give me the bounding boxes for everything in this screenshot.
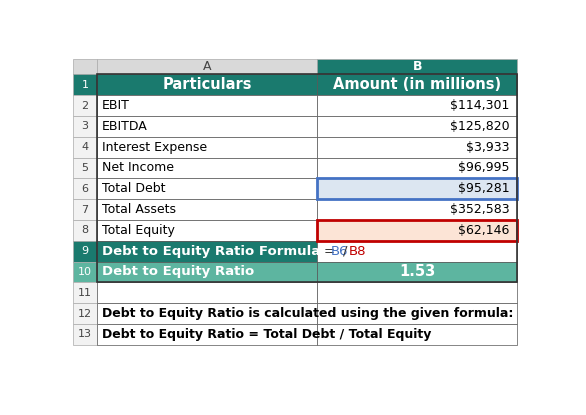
Bar <box>318 199 517 220</box>
Text: $114,301: $114,301 <box>450 99 510 112</box>
Text: B6: B6 <box>331 245 348 258</box>
Bar <box>318 261 517 282</box>
Text: Debt to Equity Ratio: Debt to Equity Ratio <box>102 266 254 278</box>
Bar <box>73 261 97 282</box>
Bar <box>97 74 318 95</box>
Bar <box>97 303 318 324</box>
Text: EBITDA: EBITDA <box>102 120 148 133</box>
Text: Debt to Equity Ratio = Total Debt / Total Equity: Debt to Equity Ratio = Total Debt / Tota… <box>102 328 431 341</box>
Text: $3,933: $3,933 <box>466 141 510 154</box>
Bar <box>318 178 517 199</box>
Bar <box>73 158 97 178</box>
Text: Particulars: Particulars <box>162 77 252 92</box>
Text: 2: 2 <box>81 100 88 111</box>
Text: B8: B8 <box>348 245 366 258</box>
Bar <box>318 116 517 137</box>
Bar <box>318 178 517 199</box>
Bar <box>318 74 517 95</box>
Text: A: A <box>203 60 211 73</box>
Bar <box>97 282 318 303</box>
Bar <box>73 59 97 74</box>
Bar <box>97 74 517 282</box>
Bar <box>73 303 97 324</box>
Bar <box>318 241 517 261</box>
Bar <box>318 220 517 241</box>
Text: 9: 9 <box>81 246 88 256</box>
Bar <box>97 261 318 282</box>
Bar <box>73 220 97 241</box>
Bar <box>97 95 318 116</box>
Bar <box>97 241 318 261</box>
Bar <box>73 74 97 95</box>
Bar <box>97 116 318 137</box>
Bar <box>318 303 517 324</box>
Text: 5: 5 <box>81 163 88 173</box>
Text: 1.53: 1.53 <box>399 264 435 279</box>
Bar <box>318 220 517 241</box>
Text: B: B <box>413 60 422 73</box>
Bar <box>73 137 97 158</box>
Text: 11: 11 <box>78 288 92 298</box>
Bar <box>97 59 318 74</box>
Text: $125,820: $125,820 <box>450 120 510 133</box>
Text: Amount (in millions): Amount (in millions) <box>333 77 502 92</box>
Text: 1: 1 <box>81 80 88 90</box>
Text: 6: 6 <box>81 184 88 194</box>
Bar <box>318 282 517 303</box>
Bar <box>73 241 97 261</box>
Bar <box>97 324 318 345</box>
Bar <box>73 282 97 303</box>
Bar <box>318 59 517 74</box>
Bar <box>97 178 318 199</box>
Text: 13: 13 <box>78 330 92 339</box>
Text: Interest Expense: Interest Expense <box>102 141 207 154</box>
Text: $96,995: $96,995 <box>458 161 510 174</box>
Bar <box>97 137 318 158</box>
Text: Net Income: Net Income <box>102 161 174 174</box>
Bar <box>318 324 517 345</box>
Bar <box>73 95 97 116</box>
Bar <box>318 158 517 178</box>
Text: 7: 7 <box>81 205 88 215</box>
Text: 3: 3 <box>81 122 88 132</box>
Text: Total Assets: Total Assets <box>102 203 176 216</box>
Text: 10: 10 <box>78 267 92 277</box>
Text: Debt to Equity Ratio Formula: Debt to Equity Ratio Formula <box>102 245 320 258</box>
Bar <box>318 95 517 116</box>
Text: 12: 12 <box>78 308 92 319</box>
Text: Total Equity: Total Equity <box>102 224 175 237</box>
Text: EBIT: EBIT <box>102 99 130 112</box>
Text: Total Debt: Total Debt <box>102 182 165 195</box>
Text: /: / <box>343 245 347 258</box>
Text: 4: 4 <box>81 142 88 152</box>
Bar <box>318 137 517 158</box>
Text: Debt to Equity Ratio is calculated using the given formula:: Debt to Equity Ratio is calculated using… <box>102 307 513 320</box>
Text: $62,146: $62,146 <box>458 224 510 237</box>
Text: $352,583: $352,583 <box>450 203 510 216</box>
Text: 8: 8 <box>81 225 88 235</box>
Bar <box>97 199 318 220</box>
Bar <box>73 199 97 220</box>
Bar <box>97 158 318 178</box>
Bar <box>73 178 97 199</box>
Text: =: = <box>323 245 335 258</box>
Bar <box>73 116 97 137</box>
Bar <box>73 324 97 345</box>
Bar <box>97 220 318 241</box>
Text: $95,281: $95,281 <box>458 182 510 195</box>
